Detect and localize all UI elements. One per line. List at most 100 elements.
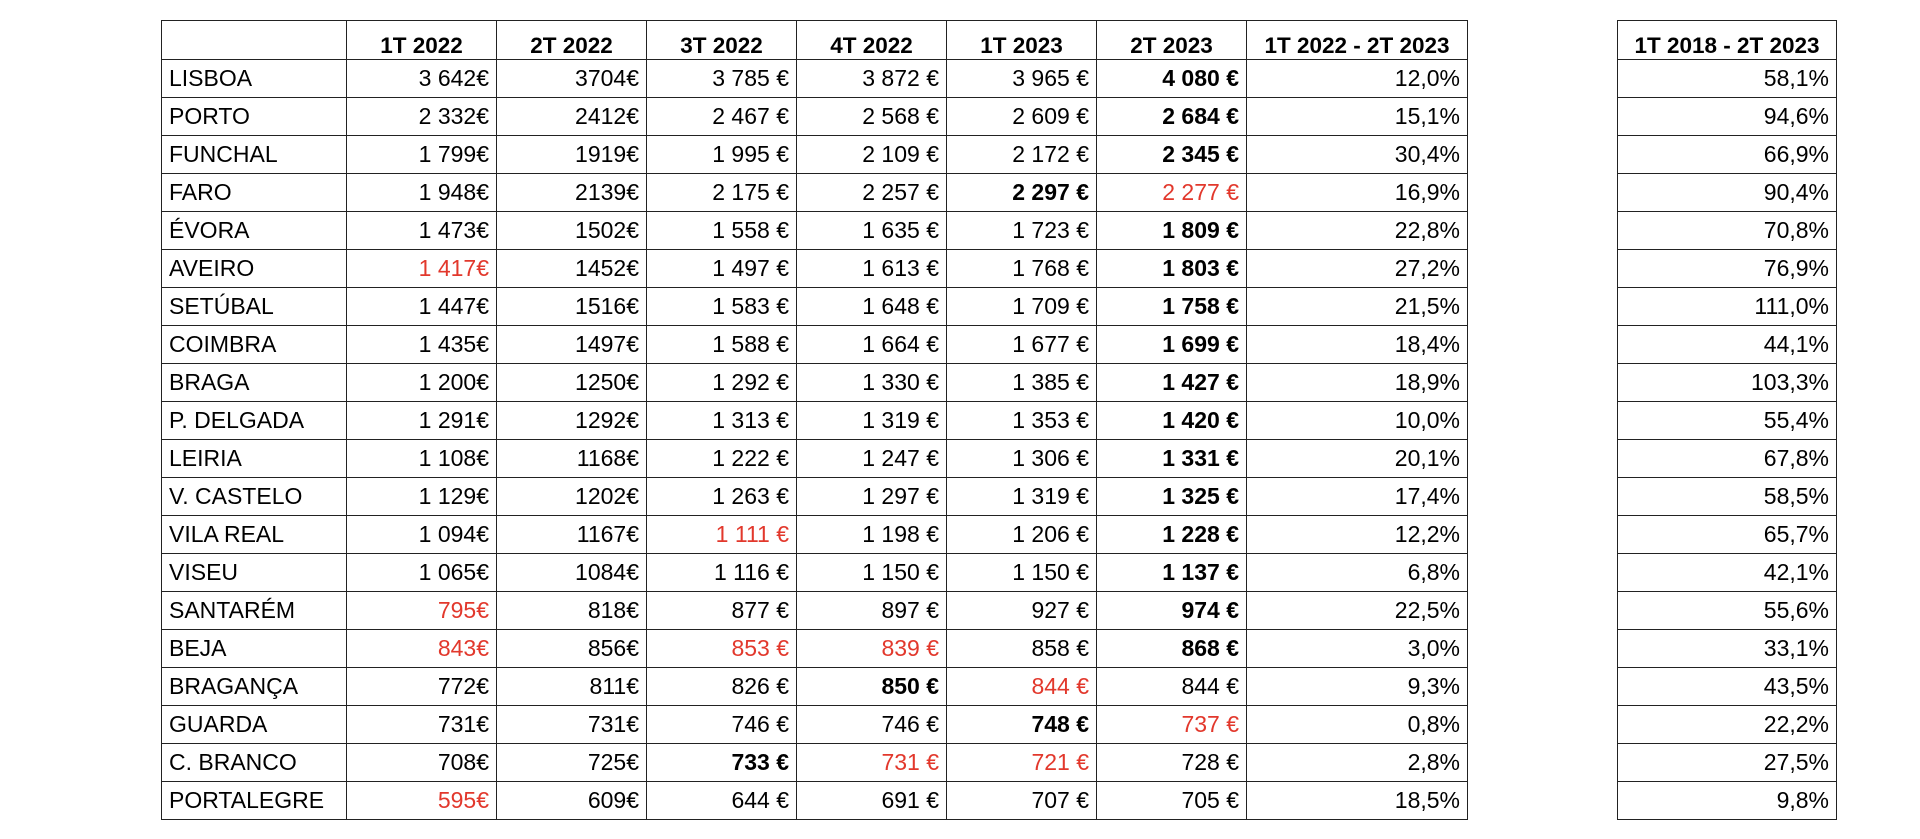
price-cell: 721 € (946, 743, 1097, 782)
table-row: BEJA 843€ 856€ 853 €839 €858 €868 €3,0% (161, 629, 1468, 668)
table-row: 90,4% (1617, 173, 1837, 212)
percent-change-cell: 0,8% (1246, 705, 1468, 744)
percent-change-cell: 43,5% (1617, 667, 1837, 706)
table-row: 58,5% (1617, 477, 1837, 516)
percent-change-cell: 103,3% (1617, 363, 1837, 402)
price-cell: 1 228 € (1096, 515, 1247, 554)
table-row: 22,2% (1617, 705, 1837, 744)
price-cell: 1 108€ (346, 439, 497, 478)
price-cell: 839 € (796, 629, 947, 668)
price-cell: 897 € (796, 591, 947, 630)
table-row: FUNCHAL 1 799€ 1919€ 1 995 €2 109 €2 172 €2… (161, 135, 1468, 174)
price-cell: 1 447€ (346, 287, 497, 326)
price-cell: 927 € (946, 591, 1097, 630)
price-cell: 1250€ (496, 363, 647, 402)
percent-change-cell: 55,4% (1617, 401, 1837, 440)
price-cell: 1 353 € (946, 401, 1097, 440)
price-cell: 1 648 € (796, 287, 947, 326)
percent-change-cell: 58,1% (1617, 59, 1837, 98)
price-cell: 1 206 € (946, 515, 1097, 554)
regional-price-table: 1T 2022 2T 2022 3T 2022 4T 2022 1T 2023 2T 20… (161, 20, 1468, 820)
price-cell: 877 € (646, 591, 797, 630)
price-cell: 1 198 € (796, 515, 947, 554)
table-row: 55,4% (1617, 401, 1837, 440)
table-row: 65,7% (1617, 515, 1837, 554)
price-cell: 1 319 € (796, 401, 947, 440)
table-row: 44,1% (1617, 325, 1837, 364)
price-cell: 843€ (346, 629, 497, 668)
percent-change-cell: 12,2% (1246, 515, 1468, 554)
price-cell: 746 € (796, 705, 947, 744)
price-cell: 1 799€ (346, 135, 497, 174)
price-cell: 1167€ (496, 515, 647, 554)
percent-change-cell: 65,7% (1617, 515, 1837, 554)
price-cell: 1 758 € (1096, 287, 1247, 326)
column-header: 2T 2023 (1096, 20, 1247, 60)
price-cell: 818€ (496, 591, 647, 630)
price-cell: 853 € (646, 629, 797, 668)
table-row: VISEU 1 065€ 1084€ 1 116 €1 150 €1 150 €1 1… (161, 553, 1468, 592)
percent-change-cell: 10,0% (1246, 401, 1468, 440)
table-row: COIMBRA 1 435€ 1497€ 1 588 €1 664 €1 677 €1… (161, 325, 1468, 364)
price-cell: 2 568 € (796, 97, 947, 136)
price-cell: 3 785 € (646, 59, 797, 98)
price-cell: 1516€ (496, 287, 647, 326)
price-cell: 3 965 € (946, 59, 1097, 98)
table-header-row: 1T 2018 - 2T 2023 (1617, 20, 1837, 60)
price-cell: 1 094€ (346, 515, 497, 554)
percent-change-cell: 9,3% (1246, 667, 1468, 706)
price-cell: 1 558 € (646, 211, 797, 250)
price-cell: 1 588 € (646, 325, 797, 364)
city-name-cell: VILA REAL (161, 515, 347, 554)
table-row: LISBOA 3 642€ 3704€ 3 785 €3 872 €3 965 €4 … (161, 59, 1468, 98)
price-cell: 644 € (646, 781, 797, 820)
table-row: 103,3% (1617, 363, 1837, 402)
percent-change-cell: 67,8% (1617, 439, 1837, 478)
table-row: BRAGANÇA 772€ 811€ 826 €850 €844 €844 €9,3% (161, 667, 1468, 706)
price-cell: 3 872 € (796, 59, 947, 98)
price-cell: 1 313 € (646, 401, 797, 440)
city-name-cell: ÉVORA (161, 211, 347, 250)
table-row: C. BRANCO 708€ 725€ 733 €731 €721 €728 €2,8… (161, 743, 1468, 782)
price-cell: 1 948€ (346, 173, 497, 212)
price-cell: 1084€ (496, 553, 647, 592)
price-cell: 1 385 € (946, 363, 1097, 402)
table-row: FARO 1 948€ 2139€ 2 175 €2 257 €2 297 €2 27… (161, 173, 1468, 212)
percent-change-cell: 9,8% (1617, 781, 1837, 820)
city-name-cell: BEJA (161, 629, 347, 668)
table-row: VILA REAL 1 094€ 1167€ 1 111 €1 198 €1 206 … (161, 515, 1468, 554)
city-name-cell: LEIRIA (161, 439, 347, 478)
percent-change-cell: 12,0% (1246, 59, 1468, 98)
price-cell: 1 137 € (1096, 553, 1247, 592)
price-cell: 4 080 € (1096, 59, 1247, 98)
price-cell: 1502€ (496, 211, 647, 250)
percent-change-cell: 94,6% (1617, 97, 1837, 136)
percent-change-cell: 18,5% (1246, 781, 1468, 820)
price-cell: 1 111 € (646, 515, 797, 554)
price-cell: 1 473€ (346, 211, 497, 250)
price-cell: 1 709 € (946, 287, 1097, 326)
city-name-cell: BRAGANÇA (161, 667, 347, 706)
price-cell: 1 306 € (946, 439, 1097, 478)
table-row: SANTARÉM 795€ 818€ 877 €897 €927 €974 €22,5… (161, 591, 1468, 630)
table-row: 94,6% (1617, 97, 1837, 136)
long-term-change-table: 1T 2018 - 2T 2023 58,1% 94,6% 66,9% 90,4% 70… (1617, 20, 1837, 820)
price-cell: 811€ (496, 667, 647, 706)
city-name-cell: VISEU (161, 553, 347, 592)
percent-change-cell: 30,4% (1246, 135, 1468, 174)
price-cell: 1 319 € (946, 477, 1097, 516)
price-cell: 1 497 € (646, 249, 797, 288)
percent-change-cell: 15,1% (1246, 97, 1468, 136)
percent-change-cell: 21,5% (1246, 287, 1468, 326)
city-name-cell: P. DELGADA (161, 401, 347, 440)
percent-change-cell: 66,9% (1617, 135, 1837, 174)
price-cell: 826 € (646, 667, 797, 706)
price-cell: 844 € (1096, 667, 1247, 706)
price-cell: 1 150 € (796, 553, 947, 592)
price-cell: 2 345 € (1096, 135, 1247, 174)
table-row: 9,8% (1617, 781, 1837, 820)
city-name-cell: FUNCHAL (161, 135, 347, 174)
price-cell: 731€ (496, 705, 647, 744)
price-cell: 856€ (496, 629, 647, 668)
table-row: 33,1% (1617, 629, 1837, 668)
